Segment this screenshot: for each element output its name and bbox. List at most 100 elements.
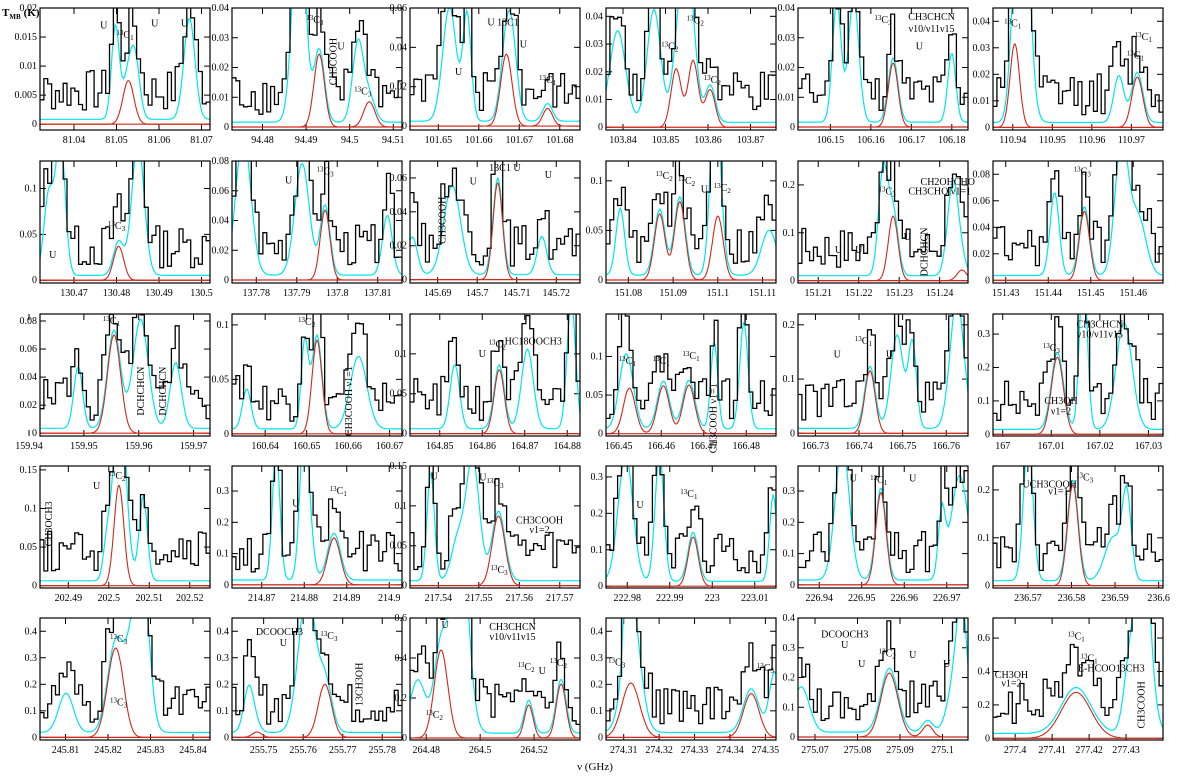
y-tick-label: 0.2 bbox=[978, 700, 991, 711]
species-label: DCOOCH3 bbox=[821, 629, 868, 640]
species-label: CH3CHCN bbox=[908, 12, 955, 23]
species-label: 13C3 bbox=[110, 633, 128, 646]
y-tick-label: 0 bbox=[790, 732, 795, 743]
species-label: CH3COOH bbox=[329, 38, 340, 85]
plot-area bbox=[993, 314, 1163, 435]
species-label: HC18OOCH3 bbox=[505, 336, 562, 347]
x-tick-label: 164.88 bbox=[554, 441, 582, 452]
y-tick-label: 0.015 bbox=[15, 32, 38, 43]
plot-area bbox=[606, 314, 776, 435]
model-species-spectrum bbox=[798, 62, 968, 128]
y-tick-label: 0.1 bbox=[591, 176, 604, 187]
x-tick-label: 103.87 bbox=[737, 135, 765, 146]
species-label: CH3COOH ν1=1 bbox=[709, 383, 720, 453]
spectrum-panel-10: 151.08 151.09 151.1 151.11 0 0.05 0.1 13C2 13C2 U… bbox=[586, 160, 777, 299]
y-tick-label: 0.02 bbox=[973, 249, 991, 260]
x-tick-label: 103.84 bbox=[609, 135, 637, 146]
spectrum-panel-30: 277.4 277.41 277.42 277.43 0 0.2 0.4 0.6 13C1 13C… bbox=[978, 617, 1164, 756]
species-label: ν1=2 bbox=[1001, 679, 1021, 690]
model-total-spectrum bbox=[410, 8, 580, 122]
spectrum-panel-25: 245.81 245.82 245.83 245.84 0 0.1 0.2 0.3 0.4 13C… bbox=[25, 617, 211, 756]
y-tick-label: 0.02 bbox=[212, 63, 230, 74]
y-tick-label: 0.4 bbox=[783, 613, 796, 624]
x-tick-label: 166.76 bbox=[932, 441, 960, 452]
x-tick-label: 275.08 bbox=[844, 745, 872, 756]
model-species-spectrum bbox=[410, 515, 580, 587]
y-tick-label: 0.2 bbox=[25, 679, 38, 690]
plot-area bbox=[993, 161, 1163, 281]
x-tick-label: 202.52 bbox=[176, 593, 204, 604]
species-label: 13C2 bbox=[704, 74, 722, 87]
species-label: U bbox=[337, 42, 345, 53]
x-tick-label: 101.66 bbox=[465, 135, 493, 146]
x-tick-label: 214.89 bbox=[333, 593, 361, 604]
panel-grid: 81.04 81.05 81.06 81.0700.0050.010.0150.021… bbox=[15, 3, 1170, 756]
model-total-spectrum bbox=[606, 618, 776, 734]
y-tick-label: 0.2 bbox=[217, 517, 230, 528]
x-tick-label: 94.5 bbox=[341, 135, 359, 146]
y-tick-label: 0.2 bbox=[395, 693, 408, 704]
spectrum-panel-27: 264.48 264.5 264.52 0 0.2 0.4 0.6 U CH3CHCNν10/ν… bbox=[395, 613, 581, 756]
spectrum-panel-28: 274.31 274.32 274.33 274.34 274.35 0 0.1 0.2 0.3… bbox=[591, 617, 779, 756]
panel-frame bbox=[231, 313, 403, 437]
x-tick-label: 81.07 bbox=[190, 135, 213, 146]
x-tick-label: 166.73 bbox=[802, 441, 830, 452]
y-tick-label: 0.01 bbox=[586, 95, 604, 106]
x-tick-label: 151.44 bbox=[1035, 288, 1063, 299]
y-tick-label: 0 bbox=[32, 732, 37, 743]
spectrum-panel-20: 214.87 214.88 214.89 214.9 0 0.1 0.2 0.3 13C1 U bbox=[217, 465, 403, 604]
model-total-spectrum bbox=[410, 176, 580, 276]
species-label: U bbox=[636, 500, 644, 511]
x-tick-label: 202.49 bbox=[55, 593, 83, 604]
x-tick-label: 103.85 bbox=[652, 135, 680, 146]
spectrum-panel-12: 151.43 151.44 151.45 151.46 0 0.02 0.04 0.06 0.0… bbox=[973, 160, 1164, 299]
species-label: CH3OCH3 bbox=[44, 501, 55, 546]
x-tick-label: 274.34 bbox=[716, 745, 744, 756]
spectrum-panel-23: 226.94 226.95 226.96 226.97 0 0.1 0.2 0.3 13C1 U U bbox=[783, 465, 969, 604]
x-tick-label: 226.97 bbox=[933, 593, 961, 604]
panel-frame bbox=[992, 465, 1164, 589]
y-tick-label: 0.04 bbox=[390, 42, 408, 53]
species-label: 13C1 bbox=[539, 74, 557, 87]
y-tick-label: 0.15 bbox=[390, 461, 408, 472]
y-tick-label: 0.005 bbox=[15, 90, 38, 101]
species-label: U bbox=[520, 39, 528, 50]
plot-area bbox=[40, 8, 210, 125]
x-tick-label: 101.68 bbox=[546, 135, 574, 146]
x-tick-label: 151.21 bbox=[804, 288, 832, 299]
panel-frame bbox=[231, 7, 403, 131]
plot-area bbox=[798, 466, 968, 586]
observed-spectrum bbox=[232, 314, 402, 422]
plot-area bbox=[606, 466, 776, 587]
x-tick-label: 222.98 bbox=[614, 593, 642, 604]
species-label: 13C3 bbox=[874, 14, 892, 27]
y-tick-label: 0.1 bbox=[783, 702, 796, 713]
x-tick-label: 236.6 bbox=[1147, 593, 1170, 604]
species-label: U bbox=[93, 481, 101, 492]
species-label: U bbox=[479, 349, 487, 360]
species-label: 13C1 bbox=[330, 485, 348, 498]
species-label: ν10/ν11ν15 bbox=[1077, 329, 1123, 340]
species-label: CH3COOH bbox=[438, 197, 449, 244]
observed-spectrum bbox=[606, 8, 776, 111]
y-tick-label: 0.02 bbox=[778, 63, 796, 74]
species-label: 13C3 bbox=[608, 657, 626, 670]
x-tick-label: 223 bbox=[705, 593, 720, 604]
x-tick-label: 236.58 bbox=[1058, 593, 1086, 604]
observed-spectrum bbox=[40, 618, 210, 723]
species-label: 13C3 bbox=[108, 220, 126, 233]
x-tick-label: 255.77 bbox=[329, 745, 357, 756]
panel-frame bbox=[409, 617, 581, 741]
spectrum-panel-26: 255.75 255.76 255.77 255.78 0 0.1 0.2 0.3 0.4 13C… bbox=[217, 617, 403, 756]
x-tick-label: 110.95 bbox=[1039, 135, 1066, 146]
x-tick-label: 110.97 bbox=[1118, 135, 1145, 146]
x-tick-label: 106.17 bbox=[898, 135, 926, 146]
plot-area bbox=[410, 314, 580, 435]
y-tick-label: 0 bbox=[224, 122, 229, 133]
observed-spectrum bbox=[40, 8, 210, 111]
species-label: 13CH3OH bbox=[354, 663, 365, 706]
y-tick-label: 0.04 bbox=[586, 11, 604, 22]
x-tick-label: 217.56 bbox=[506, 593, 534, 604]
spectrum-panel-13: 159.94 159.95 159.96 159.97 0 0.02 0.04 0.06 0.0… bbox=[15, 313, 211, 452]
y-tick-label: 0.05 bbox=[390, 389, 408, 400]
